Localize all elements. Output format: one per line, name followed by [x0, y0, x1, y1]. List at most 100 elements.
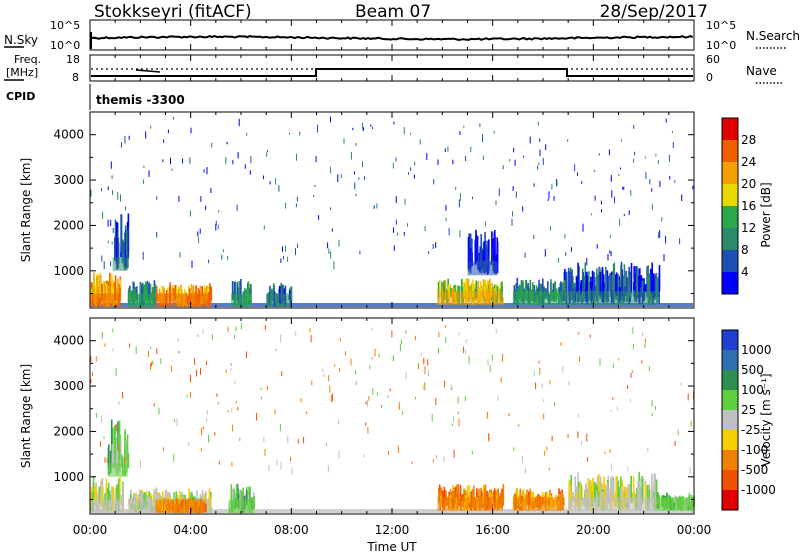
echo-speckle: [471, 450, 473, 455]
echo-speckle: [642, 331, 644, 336]
echo-speckle: [232, 424, 234, 432]
echo-speckle: [581, 181, 583, 184]
echo-speckle: [280, 461, 282, 470]
echo-speckle: [529, 136, 531, 144]
echo-speckle: [612, 397, 614, 400]
echo-speckle: [171, 168, 173, 171]
time-tick-label: 00:00: [677, 523, 712, 537]
echo-speckle: [250, 156, 252, 164]
echo-speckle: [189, 157, 191, 164]
echo-speckle: [677, 429, 679, 436]
echo-speckle: [246, 132, 248, 136]
colorbar-tick-label: -100: [741, 443, 768, 457]
echo-speckle: [334, 364, 336, 367]
echo-speckle: [327, 465, 329, 473]
echo-speckle: [285, 202, 287, 209]
echo-speckle: [163, 139, 165, 143]
echo-speckle: [221, 254, 223, 260]
echo-speckle: [542, 158, 544, 165]
echo-speckle: [463, 346, 465, 353]
echo-speckle: [574, 164, 576, 172]
echo-speckle: [479, 123, 481, 127]
echo-speckle: [206, 418, 208, 423]
echo-speckle: [206, 410, 208, 415]
echo-speckle: [200, 367, 201, 375]
echo-speckle: [692, 185, 694, 190]
echo-speckle: [607, 253, 609, 261]
echo-speckle: [372, 127, 373, 130]
echo-speckle: [331, 228, 333, 232]
echo-speckle: [465, 350, 467, 355]
echo-speckle: [225, 157, 227, 165]
echo-speckle: [468, 355, 470, 359]
echo-speckle: [263, 225, 265, 230]
echo-speckle: [197, 231, 199, 237]
echo-speckle: [371, 327, 373, 331]
echo-speckle: [107, 240, 109, 244]
echo-speckle: [543, 399, 545, 402]
echo-speckle: [422, 384, 424, 390]
echo-speckle: [509, 159, 511, 162]
echo-speckle: [107, 219, 109, 227]
colorbar-swatch: [722, 450, 738, 470]
echo-speckle: [205, 205, 207, 210]
velocity-colorbar: 1000 500 100 25 -25 -100 -500 -1000: [721, 329, 776, 511]
echo-speckle: [581, 440, 583, 445]
echo-speckle: [589, 334, 591, 338]
echo-speckle: [278, 185, 280, 192]
echo-speckle: [269, 181, 271, 185]
echo-speckle: [547, 198, 549, 201]
echo-speckle: [413, 174, 415, 179]
echo-speckle: [495, 328, 497, 334]
echo-speckle: [287, 256, 289, 262]
echo-speckle: [405, 372, 407, 380]
nave-label: Nave: [746, 64, 777, 78]
echo-speckle: [107, 186, 109, 191]
echo-speckle: [665, 118, 667, 123]
echo-speckle: [587, 457, 588, 462]
echo-region: [266, 282, 293, 308]
colorbar-swatch: [722, 140, 738, 162]
echo-speckle: [665, 235, 667, 244]
echo-speckle: [112, 328, 114, 333]
echo-speckle: [95, 356, 97, 362]
echo-region: [437, 278, 504, 305]
echo-speckle: [426, 153, 428, 160]
echo-speckle: [211, 142, 213, 148]
echo-speckle: [214, 432, 216, 436]
echo-speckle: [690, 420, 692, 427]
echo-speckle: [300, 398, 302, 403]
echo-speckle: [152, 360, 154, 365]
echo-speckle: [447, 146, 449, 152]
echo-speckle: [260, 387, 262, 391]
power-y-axis-label: Slant Range [km]: [19, 158, 33, 262]
echo-speckle: [118, 443, 120, 452]
echo-speckle: [614, 196, 615, 204]
power-colorbar: 4 8 12 16 20 24 28: [721, 117, 756, 295]
echo-speckle: [378, 353, 380, 358]
echo-speckle: [110, 261, 112, 267]
echo-speckle: [218, 210, 220, 213]
echo-speckle: [355, 370, 357, 375]
echo-speckle: [562, 366, 564, 373]
nsky-left-tick-bottom: 10^0: [50, 39, 80, 52]
echo-speckle: [359, 250, 361, 255]
echo-speckle: [490, 261, 492, 265]
echo-speckle: [601, 209, 603, 213]
echo-speckle: [263, 175, 264, 180]
echo-speckle: [577, 172, 578, 176]
echo-speckle: [268, 464, 270, 472]
echo-speckle: [260, 396, 262, 400]
echo-speckle: [314, 184, 316, 187]
y-tick-label: 4000: [53, 128, 84, 142]
echo-speckle: [190, 127, 192, 134]
echo-region: [230, 279, 252, 308]
echo-speckle: [651, 413, 653, 417]
echo-speckle: [455, 186, 457, 190]
y-tick-label: 3000: [53, 379, 84, 393]
echo-speckle: [296, 196, 298, 202]
echo-speckle: [362, 127, 364, 131]
echo-speckle: [403, 232, 405, 236]
echo-speckle: [420, 353, 422, 356]
echo-speckle: [162, 159, 164, 162]
